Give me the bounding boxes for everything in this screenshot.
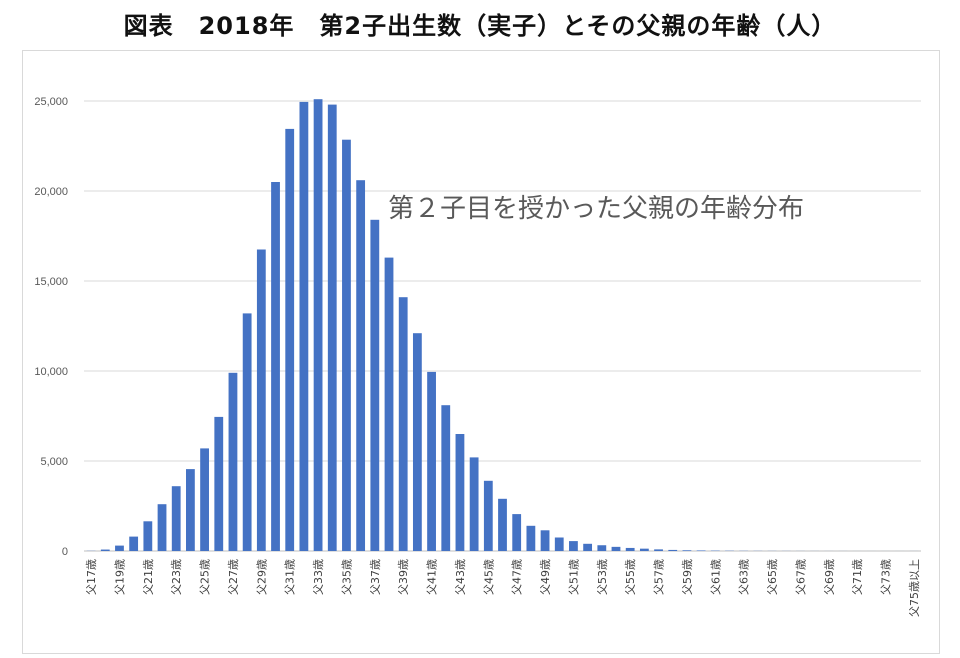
bar: [299, 101, 309, 552]
x-tick-label: 父71歳: [851, 559, 864, 595]
bar: [186, 469, 195, 551]
bar: [228, 372, 238, 551]
bar: [569, 541, 578, 551]
bar: [696, 550, 706, 551]
bar: [115, 545, 124, 551]
bar: [200, 448, 209, 551]
bar: [256, 249, 266, 551]
x-tick-label: 父59歳: [681, 559, 694, 595]
x-tick-label: 父33歳: [312, 559, 325, 595]
bars: [86, 99, 919, 552]
x-tick-label: 父47歳: [511, 559, 524, 595]
bar: [327, 104, 337, 551]
x-tick-label: 父53歳: [596, 559, 609, 595]
x-tick-label: 父49歳: [539, 559, 552, 595]
bar: [157, 504, 167, 551]
bar: [313, 99, 323, 551]
y-tick-label: 25,000: [34, 96, 68, 108]
bar: [143, 521, 153, 551]
bar: [639, 548, 649, 551]
bar: [342, 139, 351, 551]
y-tick-label: 20,000: [34, 186, 68, 198]
bar: [441, 405, 451, 551]
x-tick-label: 父73歳: [880, 559, 893, 595]
x-tick-label: 父21歳: [142, 559, 155, 595]
x-tick-label: 父51歳: [567, 559, 580, 595]
bar: [682, 550, 692, 551]
bar: [483, 480, 493, 551]
x-tick-label: 父27歳: [227, 559, 240, 595]
page-title: 図表 2018年 第2子出生数（実子）とその父親の年齢（人）: [123, 12, 837, 40]
x-tick-label: 父29歳: [255, 559, 268, 595]
bar: [271, 182, 280, 551]
bar: [554, 537, 564, 551]
x-tick-label: 父75歳以上: [908, 559, 921, 617]
gridlines: [84, 100, 921, 552]
bar: [214, 416, 224, 551]
chart-frame: 0 5,000 10,000 15,000 20,000 25,000 父17歳 父19歳父…: [22, 50, 940, 654]
y-tick-label: 0: [62, 546, 68, 558]
bar: [597, 545, 607, 551]
x-tick-label: 父25歳: [199, 559, 212, 595]
x-tick-label: 父43歳: [454, 559, 467, 595]
x-tick-label: 父61歳: [709, 559, 722, 595]
bar: [526, 525, 536, 551]
x-tick-label: 父69歳: [823, 559, 836, 595]
bar: [469, 457, 479, 551]
bar: [412, 333, 422, 551]
bar: [171, 486, 181, 551]
chart-annotation: 第２子目を授かった父親の年齢分布: [388, 194, 804, 224]
x-tick-label: 父63歳: [738, 559, 751, 595]
x-tick-label: 父45歳: [482, 559, 495, 595]
y-axis-ticks: 0 5,000 10,000 15,000 20,000 25,000: [34, 96, 68, 558]
bar: [356, 180, 366, 551]
bar: [611, 546, 621, 551]
y-tick-label: 15,000: [34, 276, 68, 288]
x-tick-label: 父35歳: [340, 559, 353, 595]
bar: [583, 543, 593, 551]
x-tick-label: 父19歳: [113, 559, 126, 595]
x-tick-label: 父65歳: [766, 559, 779, 595]
bar: [398, 297, 408, 551]
x-tick-label: 父39歳: [397, 559, 410, 595]
x-tick-label: 父67歳: [794, 559, 807, 595]
bar: [285, 128, 295, 551]
y-tick-label: 10,000: [34, 366, 68, 378]
bar: [540, 530, 550, 551]
bar: [242, 313, 252, 551]
x-tick-label: 父57歳: [653, 559, 666, 595]
bar: [625, 547, 635, 551]
bar: [384, 257, 394, 551]
bar: [668, 549, 678, 551]
bar: [455, 434, 465, 551]
bar: [100, 549, 110, 551]
x-tick-label: 父37歳: [369, 559, 382, 595]
y-tick-label: 5,000: [40, 456, 68, 468]
bar: [512, 514, 522, 551]
x-axis-ticks: 父17歳 父19歳 父21歳 父23歳 父25歳 父27歳 父29歳 父31歳 父33歳 父35歳…: [85, 559, 921, 617]
bar: [427, 371, 436, 551]
x-tick-label: 父17歳: [85, 559, 98, 595]
bar-chart: 05,00010,00015,00020,00025,000 父17歳 父19歳父…: [34, 96, 921, 617]
bar: [498, 498, 507, 551]
bar: [370, 219, 380, 552]
x-tick-label: 父55歳: [624, 559, 637, 595]
x-tick-label: 父31歳: [284, 559, 297, 595]
bar: [654, 549, 663, 551]
x-tick-label: 父41歳: [426, 559, 439, 595]
x-tick-label: 父23歳: [170, 559, 183, 595]
bar: [129, 536, 139, 551]
